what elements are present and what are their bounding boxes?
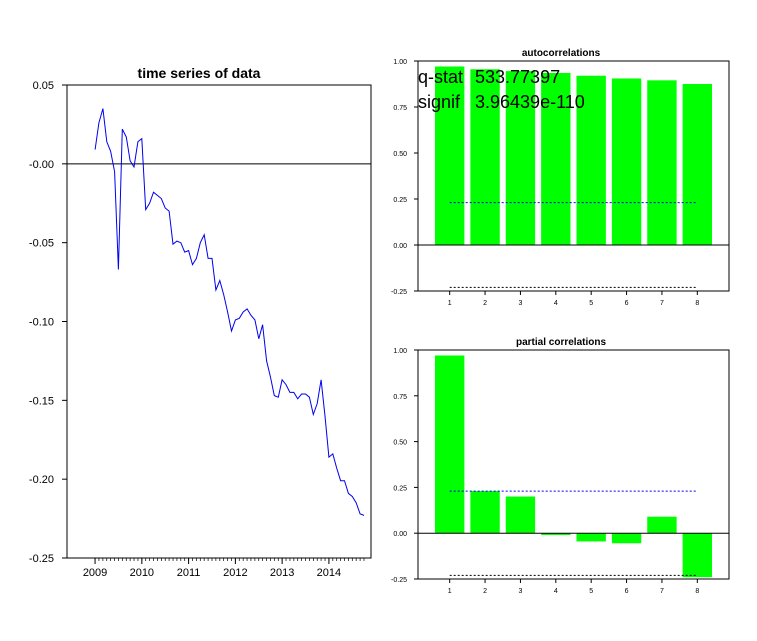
x-tick-label: 5 <box>589 588 593 595</box>
autocorrelations-y-axis: 1.00 0.75 0.50 0.25 0.00 -0.25 <box>391 59 418 296</box>
y-tick-label: -0.25 <box>391 289 407 296</box>
correlation-bar <box>576 533 606 542</box>
x-tick-label: 2012 <box>223 567 247 579</box>
x-tick-label: 8 <box>695 300 699 307</box>
y-tick-label: 0.50 <box>393 151 407 158</box>
y-tick-label: 0.50 <box>393 440 407 447</box>
signif-value: 3.96439e-110 <box>475 92 585 112</box>
x-tick-label: 2009 <box>83 567 107 579</box>
correlation-bar <box>611 533 642 544</box>
y-tick-label: 0.25 <box>393 197 407 204</box>
x-tick-label: 6 <box>625 588 629 595</box>
correlation-bar <box>470 69 500 245</box>
time-series-y-axis: 0.05 -0.00 -0.05 -0.10 -0.15 -0.20 -0.25 <box>29 80 67 565</box>
y-tick-label: 0.00 <box>393 243 407 250</box>
y-tick-label: -0.00 <box>29 159 54 171</box>
y-tick-label: 1.00 <box>393 59 407 66</box>
partial-correlations-x-axis: 1 2 3 4 5 6 7 8 <box>448 579 699 595</box>
x-tick-label: 3 <box>518 300 522 307</box>
time-series-x-axis: 2009 2010 2011 2012 2013 2014 <box>83 558 341 579</box>
y-tick-label: -0.15 <box>29 395 54 407</box>
x-tick-label: 7 <box>660 588 664 595</box>
time-series-panel: time series of data 0.05 -0.00 -0.05 -0.10 -… <box>29 65 372 579</box>
correlation-bar <box>505 71 536 246</box>
y-tick-label: 0.75 <box>393 105 407 112</box>
correlation-bar <box>682 533 712 578</box>
correlation-bar <box>435 355 465 534</box>
autocorrelations-plot-frame <box>417 60 730 292</box>
autocorrelations-panel: autocorrelations 1.00 0.75 0.50 0.25 0.00 -0.… <box>391 48 730 307</box>
y-tick-label: 0.75 <box>393 394 407 401</box>
partial-correlations-panel: partial correlations 1.00 0.75 0.50 0.25 0.0… <box>391 337 730 595</box>
correlation-bar <box>647 516 677 534</box>
y-tick-label: -0.10 <box>29 317 54 329</box>
correlation-bar <box>647 80 677 245</box>
x-tick-label: 2011 <box>177 567 201 579</box>
x-tick-label: 4 <box>554 300 558 307</box>
correlation-bar <box>541 72 571 246</box>
y-tick-label: 0.00 <box>393 531 407 538</box>
x-tick-label: 3 <box>518 588 522 595</box>
partial-correlations-bars <box>435 355 712 578</box>
correlation-bar <box>541 533 571 536</box>
y-tick-label: 1.00 <box>393 348 407 355</box>
time-series-title: time series of data <box>138 65 261 81</box>
correlation-bar <box>505 496 536 534</box>
x-tick-label: 8 <box>695 588 699 595</box>
time-series-plot-frame <box>66 84 372 559</box>
y-tick-label: 0.25 <box>393 485 407 492</box>
x-tick-label: 2014 <box>317 567 341 579</box>
y-tick-label: -0.25 <box>391 577 407 584</box>
q-stat-label: q-stat <box>418 67 463 87</box>
x-tick-label: 5 <box>589 300 593 307</box>
x-tick-label: 2013 <box>270 567 294 579</box>
correlation-bar <box>435 66 465 246</box>
autocorrelations-x-axis: 1 2 3 4 5 6 7 8 <box>448 291 699 307</box>
partial-correlations-plot-frame <box>417 349 730 580</box>
x-tick-label: 6 <box>625 300 629 307</box>
y-tick-label: -0.05 <box>29 238 54 250</box>
correlation-bar <box>470 491 500 534</box>
x-tick-label: 4 <box>554 588 558 595</box>
partial-correlations-title: partial correlations <box>516 337 606 348</box>
autocorrelations-title: autocorrelations <box>522 48 601 59</box>
q-stat-value: 533.77397 <box>475 67 560 87</box>
y-tick-label: 0.05 <box>33 80 54 92</box>
x-tick-label: 2010 <box>130 567 154 579</box>
x-tick-label: 7 <box>660 300 664 307</box>
y-tick-label: -0.25 <box>29 553 54 565</box>
signif-label: signif <box>418 92 461 112</box>
partial-correlations-y-axis: 1.00 0.75 0.50 0.25 0.00 -0.25 <box>391 348 418 584</box>
x-tick-label: 1 <box>448 300 452 307</box>
x-tick-label: 2 <box>483 300 487 307</box>
correlation-bar <box>682 84 712 245</box>
x-tick-label: 2 <box>483 588 487 595</box>
correlation-bar <box>576 75 606 245</box>
correlation-bar <box>611 78 642 245</box>
x-tick-label: 1 <box>448 588 452 595</box>
y-tick-label: -0.20 <box>29 474 54 486</box>
time-series-line <box>94 108 365 516</box>
time-series-minor-ticks <box>94 558 365 561</box>
autocorrelations-bars <box>435 66 712 246</box>
